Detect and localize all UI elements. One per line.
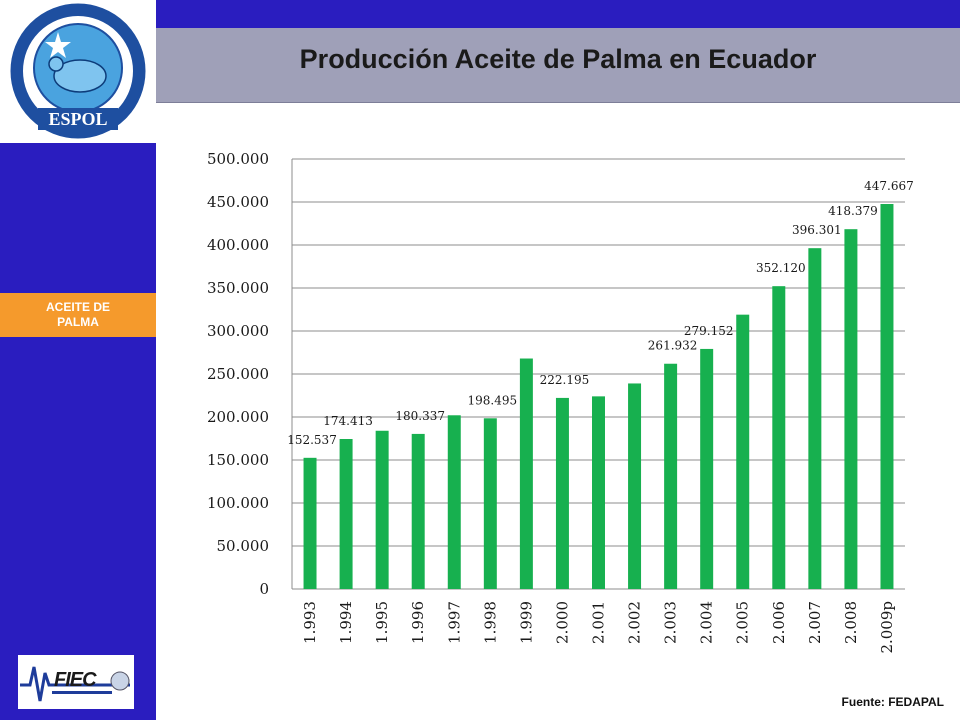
bar [339,439,353,589]
bar [664,363,678,589]
top-band [156,0,960,28]
x-tick-label: 1.998 [481,601,499,644]
title-bar: Producción Aceite de Palma en Ecuador [156,28,960,103]
y-tick-label: 200.000 [207,408,269,426]
x-tick-label: 1.995 [373,601,391,644]
data-label: 198.495 [468,393,518,407]
bar [303,457,317,589]
bar [808,248,822,589]
data-label: 396.301 [792,223,842,237]
sidebar-tab-aceite-de-palma[interactable]: ACEITE DE PALMA [0,293,156,337]
fiec-logo: FIEC [18,655,134,709]
x-tick-label: 1.993 [301,601,319,644]
fiec-text: FIEC [54,669,97,691]
data-label: 261.932 [648,339,698,353]
bar [772,286,786,589]
espol-seal-icon: ESPOL [10,3,146,139]
x-tick-label: 2.008 [842,601,860,644]
x-tick-label: 2.006 [770,601,788,644]
data-label: 222.195 [540,373,590,387]
data-label: 279.152 [684,324,734,338]
x-tick-label: 1.996 [409,601,427,644]
source-note: Fuente: FEDAPAL [841,695,944,709]
bar-chart: 0 50.000 100.000 150.000 200.000 250.000 300.0… [207,150,914,654]
x-tick-label: 2.009p [878,601,896,654]
bar [519,358,533,589]
y-tick-label: 0 [259,580,269,598]
bar [844,229,858,589]
bar [592,396,605,589]
y-tick-label: 150.000 [207,451,269,469]
data-label: 352.120 [756,261,806,275]
data-label: 447.667 [864,179,914,193]
x-tick-label: 2.004 [698,601,716,644]
bar [736,314,750,589]
bar [555,397,569,589]
sidebar-tab-label: ACEITE DE PALMA [45,300,110,329]
y-tick-label: 400.000 [207,236,269,254]
y-tick-label: 50.000 [217,537,270,555]
y-tick-label: 250.000 [207,365,269,383]
bar [411,433,425,589]
page-title: Producción Aceite de Palma en Ecuador [299,44,817,74]
y-tick-label: 300.000 [207,322,269,340]
x-tick-label: 1.994 [337,601,355,644]
y-tick-label: 500.000 [207,150,269,168]
x-tick-label: 2.001 [590,601,608,644]
espol-logo: ESPOL [0,0,156,143]
data-label: 152.537 [287,433,337,447]
x-tick-label: 2.002 [626,601,644,644]
x-tick-label: 2.000 [553,601,571,644]
bar [447,415,461,589]
x-tick-label: 1.997 [445,601,463,644]
x-tick-label: 2.005 [734,601,752,644]
x-tick-label: 2.003 [662,601,680,644]
logo-text: ESPOL [48,109,107,129]
y-tick-label: 450.000 [207,193,269,211]
data-label: 418.379 [828,204,878,218]
bar [483,418,497,589]
data-label: 180.337 [395,409,445,423]
bar [628,383,642,589]
x-tick-label: 2.007 [806,601,824,644]
data-label: 174.413 [323,414,373,428]
bar [375,430,389,589]
bar [700,348,714,589]
y-tick-label: 350.000 [207,279,269,297]
bar [880,204,894,589]
y-tick-label: 100.000 [207,494,269,512]
x-tick-label: 1.999 [517,601,535,644]
fiec-wave-icon [20,666,130,702]
